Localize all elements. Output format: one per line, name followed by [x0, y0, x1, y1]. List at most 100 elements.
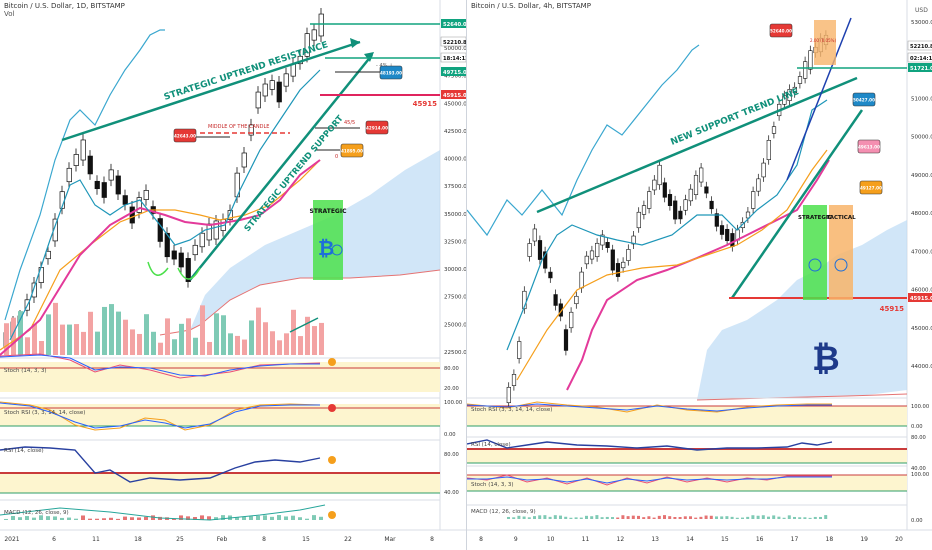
indicator-level-label: 80.00	[911, 435, 926, 441]
macd-bar	[60, 517, 64, 520]
macd-bar	[81, 515, 85, 520]
candle-body	[248, 124, 254, 136]
rsi-panel-band	[0, 473, 440, 493]
candle-body	[45, 250, 51, 260]
price-tick-label: 50000.00	[444, 46, 466, 52]
top-highlight-box	[814, 20, 836, 65]
support-line-label: NEW SUPPORT TREND LINE	[669, 87, 800, 148]
macd-bar	[207, 516, 211, 520]
macd-bar	[652, 517, 656, 519]
price-tick-label: 27500.00	[444, 295, 466, 301]
time-tick-label: 18	[826, 536, 834, 543]
bitcoin-icon: ₿	[318, 236, 334, 260]
candle-body	[129, 206, 135, 224]
middle-candle-label: MIDDLE OF THE CANDLE	[208, 124, 269, 130]
indicator-title: MACD (12, 26, close, 9)	[4, 510, 69, 516]
macd-bar	[291, 515, 295, 520]
candle-body	[311, 29, 317, 41]
candle-body	[626, 249, 631, 261]
price-badge	[769, 23, 793, 38]
price-tag	[908, 293, 932, 302]
macd-bar	[53, 516, 57, 520]
volume-bar	[319, 322, 324, 355]
macd-bar	[694, 517, 698, 519]
candle-body	[797, 76, 803, 84]
price-tick-label: 45000.00	[911, 326, 932, 332]
candle-body	[792, 86, 797, 94]
indicator-level-label: 0.00	[911, 424, 923, 430]
ma-teal-right	[506, 99, 828, 351]
volume-bar	[88, 311, 93, 355]
indicator-title: Stoch (14, 3, 3)	[4, 368, 47, 374]
volume-bar	[312, 326, 317, 355]
macd-bar	[673, 516, 677, 519]
time-tick-label: 9	[514, 536, 518, 543]
macd-bar	[522, 516, 526, 519]
smile-icon-strategic	[808, 258, 822, 272]
price-axis-right	[907, 0, 932, 550]
volume-bar	[151, 331, 156, 355]
macd-bar	[642, 517, 646, 519]
macd-bar	[263, 515, 267, 520]
candle-body	[157, 218, 163, 242]
candle-body	[688, 188, 693, 202]
price-axis-labels: 50000.00 47500.00 45000.00 42500.00 40000.00…	[444, 46, 466, 356]
macd-bar	[616, 517, 620, 519]
ichimoku-cloud-right	[697, 220, 907, 400]
price-badge-text: 48193.00	[380, 71, 402, 76]
volume-bar	[130, 329, 135, 355]
volume-bar	[200, 305, 205, 355]
price-tag	[908, 63, 932, 72]
price-badge	[340, 143, 364, 158]
macd-bar	[808, 517, 812, 519]
candle-body	[122, 195, 128, 205]
stoch-d-right	[467, 476, 832, 484]
support-trendline-lower-right	[730, 109, 864, 299]
price-axis-tags: 52640.00 52210.87 18:14:12 49715.00 45915.00	[440, 19, 466, 99]
candle-body	[808, 50, 813, 70]
candle-body	[589, 250, 595, 260]
candle-body	[751, 191, 756, 209]
macd-bar	[569, 517, 573, 519]
macd-bar	[704, 515, 708, 519]
candle-body	[782, 95, 787, 105]
candle-body	[610, 249, 615, 271]
candle-body	[548, 271, 553, 279]
stochrsi-k	[0, 401, 321, 431]
candle-body	[600, 234, 605, 246]
price-tag	[441, 90, 466, 99]
volume-bar	[11, 317, 16, 355]
macd-bar	[657, 515, 661, 519]
candle-body	[574, 295, 579, 305]
volume-label: Vol	[4, 10, 15, 18]
4h-chart-svg: ₿ 459	[467, 0, 932, 550]
stoch-panel-band	[0, 362, 440, 392]
candle-body	[94, 180, 100, 190]
volume-bar	[95, 331, 100, 355]
time-tick-label: 22	[344, 536, 352, 543]
macd-bar	[270, 516, 274, 520]
tactical-label-right: TACTICAL	[826, 215, 856, 221]
macd-bar	[543, 515, 547, 519]
candle-body	[227, 210, 233, 220]
candle-body	[678, 210, 683, 220]
macd-bar	[683, 516, 687, 519]
volume-bar	[81, 331, 86, 355]
stoch-d	[0, 354, 320, 377]
macd-bar	[559, 515, 562, 519]
candle-body	[87, 155, 93, 175]
price-badge-text: 52640.00	[770, 29, 792, 34]
macd-bar	[512, 517, 516, 519]
cloud-lower-span-right	[696, 393, 908, 401]
time-tick-label: 14	[686, 536, 694, 543]
candle-body	[537, 240, 543, 260]
candle-body	[522, 290, 527, 310]
candle-body	[693, 175, 699, 195]
volume-bar	[256, 307, 261, 355]
candle-body	[304, 33, 310, 57]
price-tick-label: 46000.00	[911, 288, 932, 294]
rsi-band-right	[467, 449, 907, 463]
macd-bar	[538, 515, 542, 519]
candle-body	[579, 271, 584, 289]
price-tag-text: 52210.87	[910, 44, 932, 50]
